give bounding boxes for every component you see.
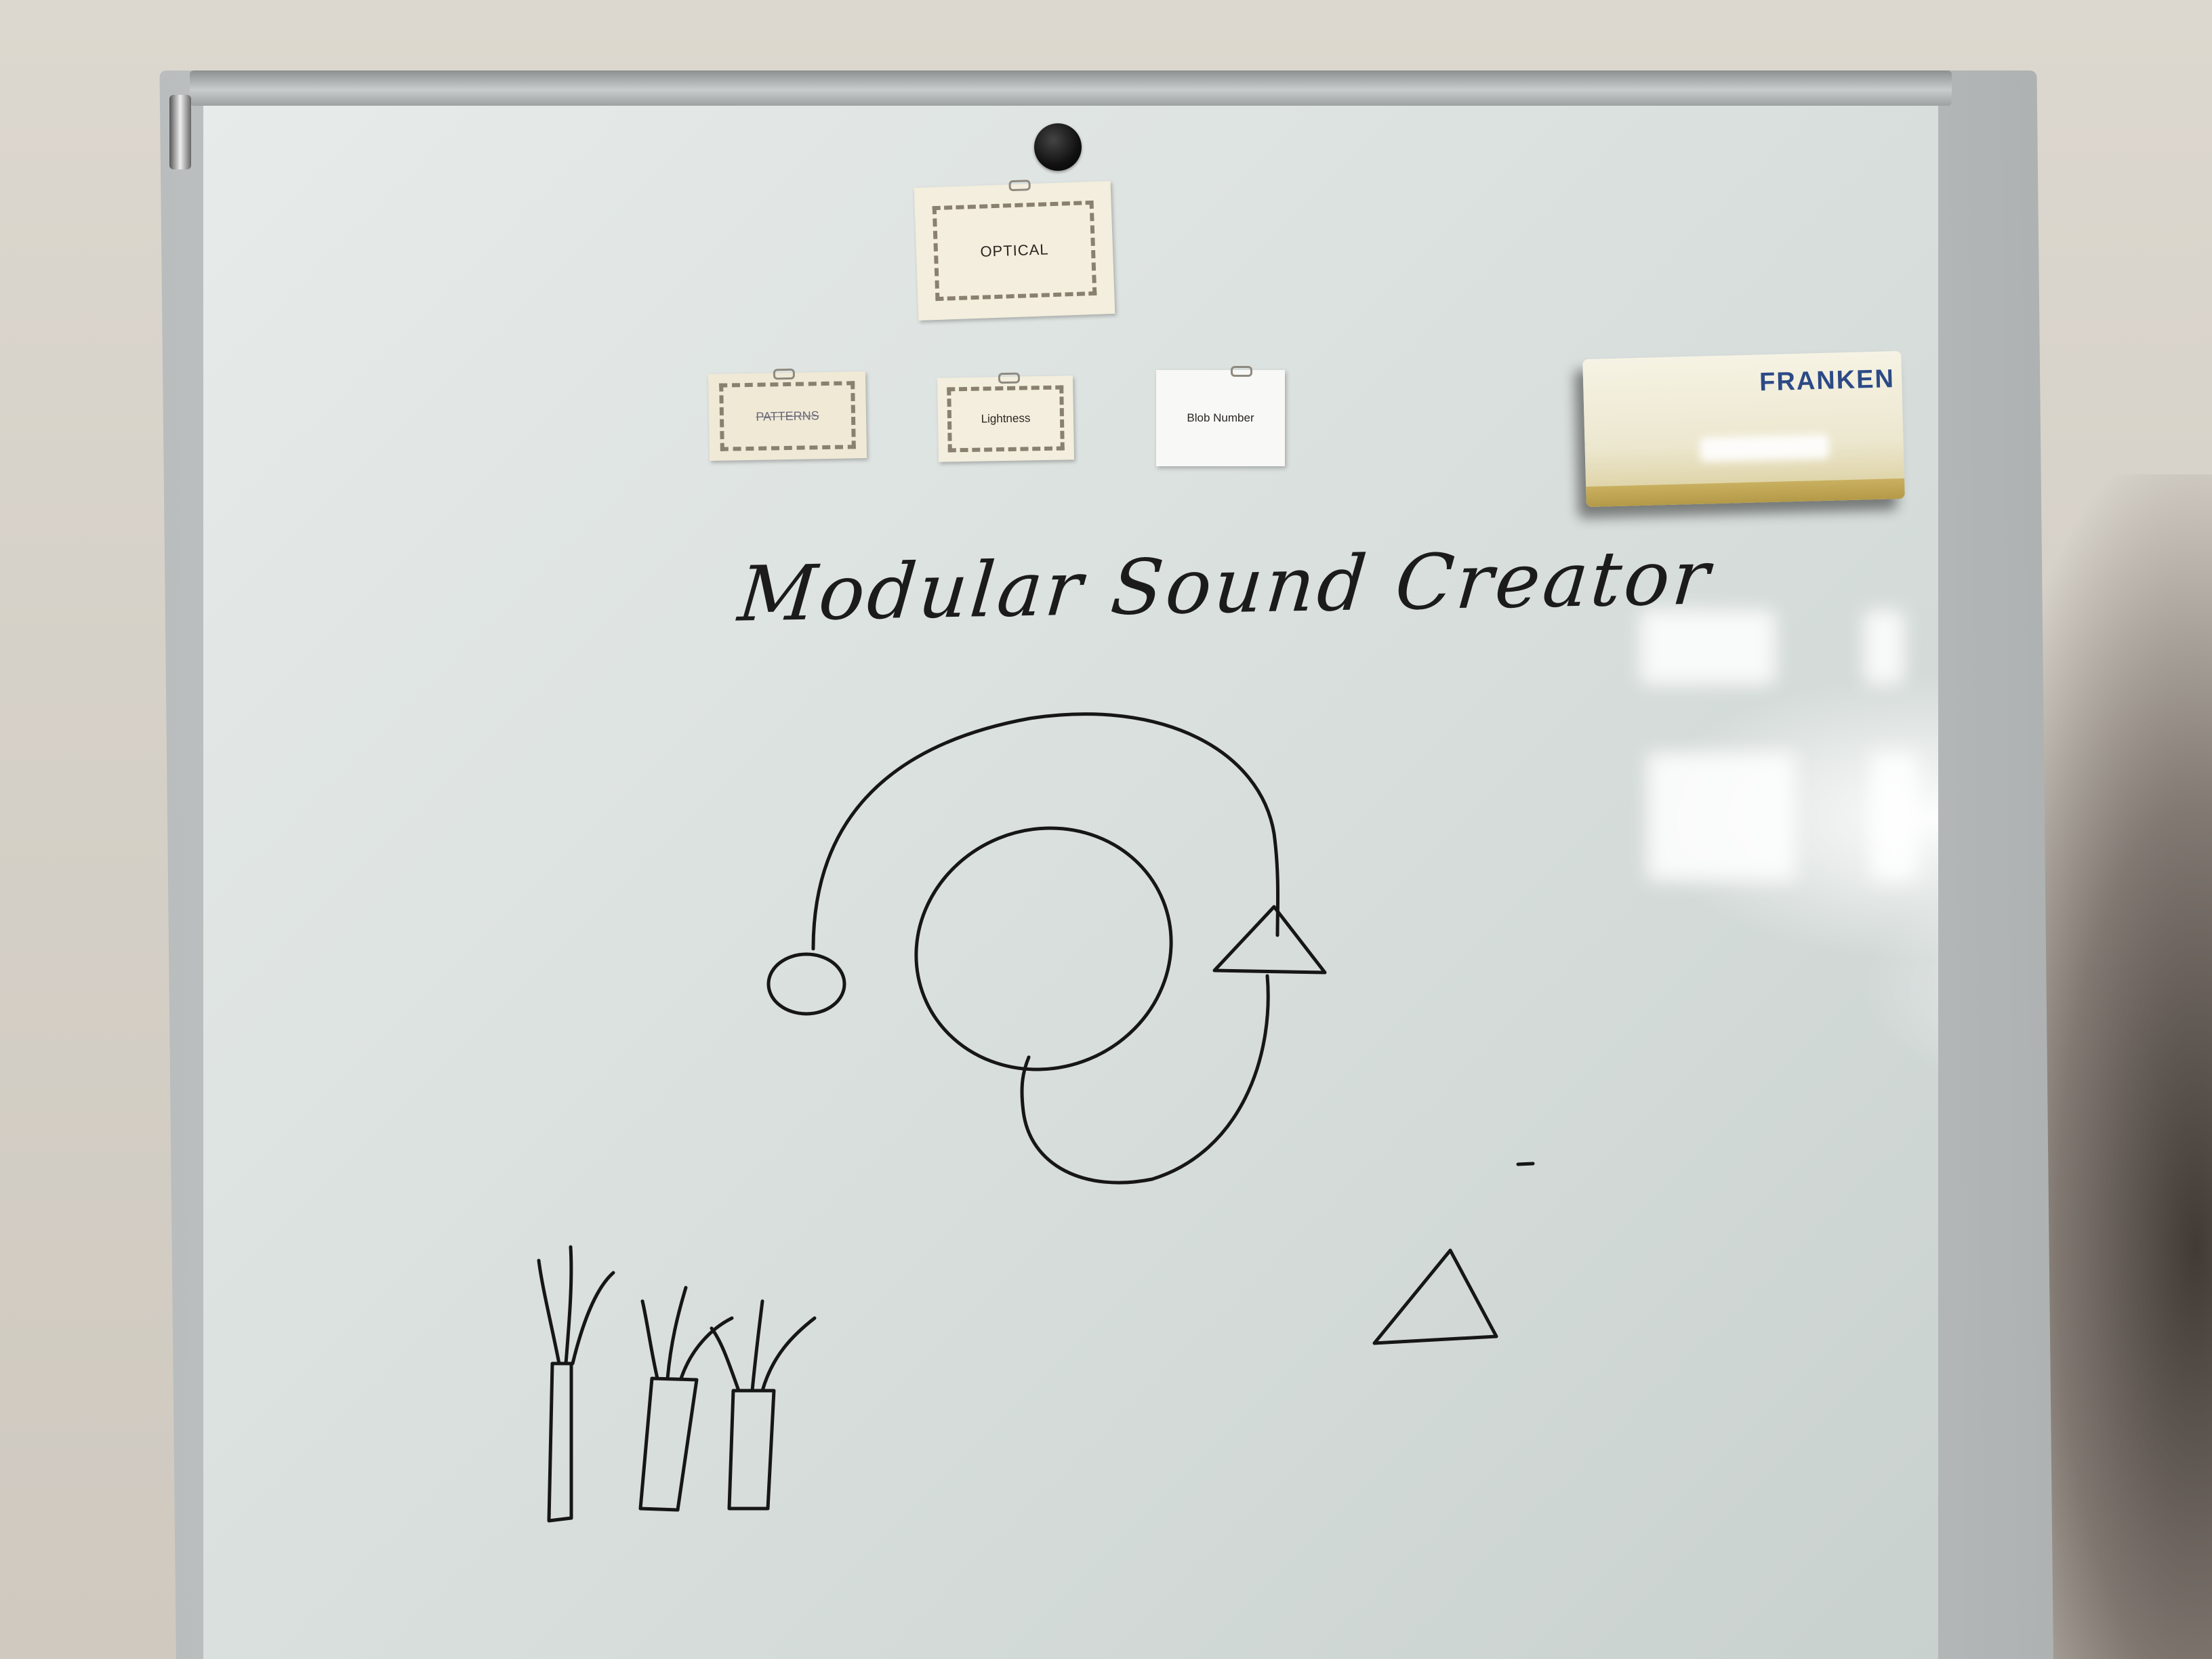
card-blob-number: Blob Number [1156, 366, 1285, 466]
whiteboard-top-rail [190, 70, 1952, 106]
cable-1 [537, 1245, 615, 1523]
inner-loop-ellipse [914, 826, 1173, 1071]
small-circle-node [766, 952, 846, 1016]
arc-stroke [811, 712, 1280, 951]
lower-loop-stroke [1020, 974, 1270, 1185]
cable-2 [638, 1286, 734, 1512]
light-reflection [1640, 610, 1776, 684]
cable-3 [710, 1299, 817, 1511]
paper-clip [1231, 366, 1252, 377]
card-blob-number-label: Blob Number [1187, 411, 1254, 424]
light-reflection [1864, 610, 1904, 684]
triangle-standalone [1372, 1248, 1498, 1345]
light-reflection [1870, 752, 1918, 881]
light-reflection [1647, 752, 1796, 881]
triangle-node [1212, 905, 1327, 975]
marker-pen [169, 95, 191, 169]
magnet [1034, 123, 1082, 171]
